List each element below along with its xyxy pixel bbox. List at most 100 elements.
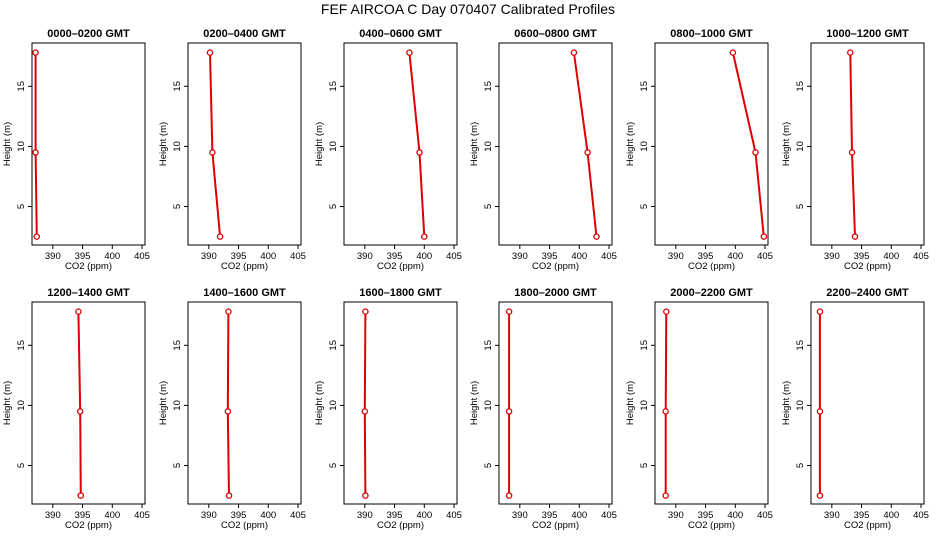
chart-panel: 1400–1600 GMT 390 395 400 405 5 10 15 CO2 (ppm) H… [158, 287, 306, 531]
x-tick-label: 400 [260, 510, 276, 521]
x-axis-label: CO2 (ppm) [688, 520, 735, 531]
y-tick-label: 5 [639, 463, 650, 468]
data-point [421, 233, 428, 240]
profile-line [209, 52, 222, 237]
data-point [32, 49, 39, 56]
x-axis-label: CO2 (ppm) [221, 520, 268, 531]
panel-title: 1200–1400 GMT [47, 287, 130, 299]
y-axis-label: Height (m) [314, 122, 325, 166]
x-tick-label: 395 [231, 251, 247, 262]
data-point [76, 408, 84, 415]
x-tick-label: 405 [134, 251, 150, 262]
x-tick-label: 395 [542, 251, 558, 262]
chart-panel: 2200–2400 GMT 390 395 400 405 5 10 15 CO2 (ppm) H… [781, 287, 929, 531]
panel-title: 0400–0600 GMT [359, 28, 442, 40]
x-tick-label: 390 [357, 251, 373, 262]
x-axis-label: CO2 (ppm) [65, 520, 112, 531]
data-point [848, 149, 856, 156]
x-tick-label: 390 [668, 510, 684, 521]
y-tick-label: 5 [795, 463, 806, 468]
y-tick-label: 10 [328, 400, 339, 411]
panel-title: 0000–0200 GMT [47, 28, 130, 40]
data-point [361, 408, 369, 415]
y-tick-label: 15 [328, 340, 339, 351]
x-axis-label: CO2 (ppm) [65, 261, 112, 272]
x-tick-label: 400 [416, 510, 432, 521]
profile-line [664, 311, 668, 496]
chart-panel: 0600–0800 GMT 390 395 400 405 5 10 15 CO2 (ppm) H… [469, 28, 617, 272]
data-point [593, 233, 600, 240]
x-tick-label: 390 [512, 251, 528, 262]
plot-frame [810, 301, 925, 505]
data-point [33, 233, 41, 240]
x-tick-label: 405 [601, 251, 617, 262]
y-axis-label: Height (m) [469, 122, 480, 166]
data-point [662, 408, 669, 415]
y-tick-label: 5 [16, 204, 27, 209]
data-point [851, 233, 859, 240]
data-point [225, 308, 232, 315]
panel-title: 1000–1200 GMT [826, 28, 909, 40]
x-tick-label: 405 [446, 510, 462, 521]
y-tick-label: 5 [172, 463, 183, 468]
y-tick-label: 10 [795, 400, 806, 411]
y-tick-label: 5 [16, 463, 27, 468]
x-axis-label: CO2 (ppm) [377, 520, 424, 531]
y-axis-label: Height (m) [158, 381, 169, 425]
plot-frame [654, 42, 769, 246]
y-tick-label: 5 [172, 204, 183, 209]
x-tick-label: 395 [75, 251, 91, 262]
data-point [662, 492, 669, 499]
data-point [362, 492, 369, 499]
x-axis-label: CO2 (ppm) [844, 261, 891, 272]
y-tick-label: 10 [639, 141, 650, 152]
profile-line [34, 52, 38, 237]
y-axis-label: Height (m) [2, 122, 13, 166]
data-point [77, 492, 85, 499]
x-tick-label: 395 [542, 510, 558, 521]
y-tick-label: 15 [328, 81, 339, 92]
chart-panel: 2000–2200 GMT 390 395 400 405 5 10 15 CO2 (ppm) H… [625, 287, 773, 531]
x-tick-label: 405 [913, 510, 929, 521]
x-tick-label: 395 [387, 510, 403, 521]
y-axis-label: Height (m) [625, 122, 636, 166]
y-tick-label: 15 [639, 340, 650, 351]
chart-panel: 0200–0400 GMT 390 395 400 405 5 10 15 CO2 (ppm) H… [158, 28, 306, 272]
plot-frame [187, 301, 302, 505]
data-point [729, 49, 737, 56]
data-point [224, 408, 232, 415]
y-tick-label: 15 [795, 340, 806, 351]
y-tick-label: 10 [172, 400, 183, 411]
data-point [32, 149, 39, 156]
y-axis-label: Height (m) [314, 381, 325, 425]
y-tick-label: 10 [172, 141, 183, 152]
profile-line [226, 311, 230, 496]
x-tick-label: 395 [698, 251, 714, 262]
x-tick-label: 390 [824, 510, 840, 521]
x-tick-label: 400 [883, 251, 899, 262]
x-tick-label: 405 [446, 251, 462, 262]
data-point [816, 308, 824, 315]
y-tick-label: 5 [639, 204, 650, 209]
x-axis-label: CO2 (ppm) [221, 261, 268, 272]
y-tick-label: 15 [16, 340, 27, 351]
x-tick-label: 405 [757, 510, 773, 521]
y-tick-label: 15 [172, 340, 183, 351]
x-tick-label: 390 [668, 251, 684, 262]
data-point [584, 149, 591, 156]
plot-frame [31, 42, 146, 246]
data-point [816, 492, 824, 499]
x-tick-label: 400 [104, 251, 120, 262]
plot-frame [187, 42, 302, 246]
data-point [225, 492, 233, 499]
x-axis-label: CO2 (ppm) [688, 261, 735, 272]
y-tick-label: 15 [639, 81, 650, 92]
chart-panel: 0800–1000 GMT 390 395 400 405 5 10 15 CO2 (ppm) H… [625, 28, 773, 272]
data-point [663, 308, 670, 315]
data-point [505, 408, 513, 415]
x-tick-label: 400 [883, 510, 899, 521]
chart-panel: 0400–0600 GMT 390 395 400 405 5 10 15 CO2 (ppm) H… [314, 28, 462, 272]
x-tick-label: 390 [45, 510, 61, 521]
chart-panel: 1000–1200 GMT 390 395 400 405 5 10 15 CO2 (ppm) H… [781, 28, 929, 272]
x-tick-label: 405 [290, 510, 306, 521]
